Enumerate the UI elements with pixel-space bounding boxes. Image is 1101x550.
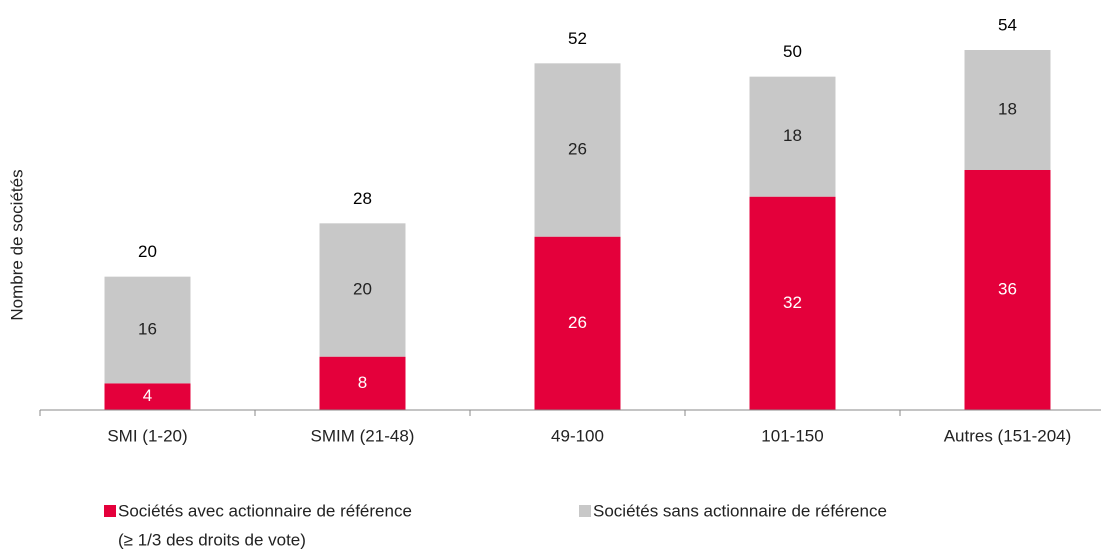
legend-label: Sociétés avec actionnaire de référence — [118, 501, 412, 520]
bar-segment — [319, 356, 406, 410]
legend-swatch — [104, 505, 116, 517]
x-tick-label: Autres (151-204) — [944, 426, 1072, 445]
bar-segment — [964, 170, 1051, 410]
x-tick-label: SMI (1-20) — [107, 426, 187, 445]
bar-segment — [104, 276, 191, 384]
legend-label: Sociétés sans actionnaire de référence — [593, 501, 887, 520]
bar-segment — [749, 76, 836, 197]
x-tick-label: SMIM (21-48) — [311, 426, 415, 445]
total-label: 54 — [998, 15, 1017, 34]
x-tick-label: 49-100 — [551, 426, 604, 445]
data-label: 16 — [138, 319, 157, 338]
data-label: 26 — [568, 139, 587, 158]
total-label: 20 — [138, 242, 157, 261]
total-label: 50 — [783, 42, 802, 61]
legend-swatch — [579, 505, 591, 517]
total-label: 52 — [568, 29, 587, 48]
bar-segment — [534, 236, 621, 410]
data-label: 8 — [358, 373, 367, 392]
data-label: 26 — [568, 313, 587, 332]
bar-segment — [964, 50, 1051, 170]
bar-segment — [104, 383, 191, 410]
legend-note: (≥ 1/3 des droits de vote) — [118, 530, 306, 549]
bar-segment — [319, 223, 406, 357]
bar-segment — [749, 196, 836, 410]
data-label: 18 — [998, 99, 1017, 118]
x-tick-label: 101-150 — [761, 426, 823, 445]
bar-segment — [534, 63, 621, 237]
data-label: 18 — [783, 126, 802, 145]
data-label: 20 — [353, 279, 372, 298]
data-label: 4 — [143, 386, 152, 405]
data-label: 36 — [998, 279, 1017, 298]
y-axis-label: Nombre de sociétés — [7, 169, 26, 320]
data-label: 32 — [783, 293, 802, 312]
total-label: 28 — [353, 189, 372, 208]
